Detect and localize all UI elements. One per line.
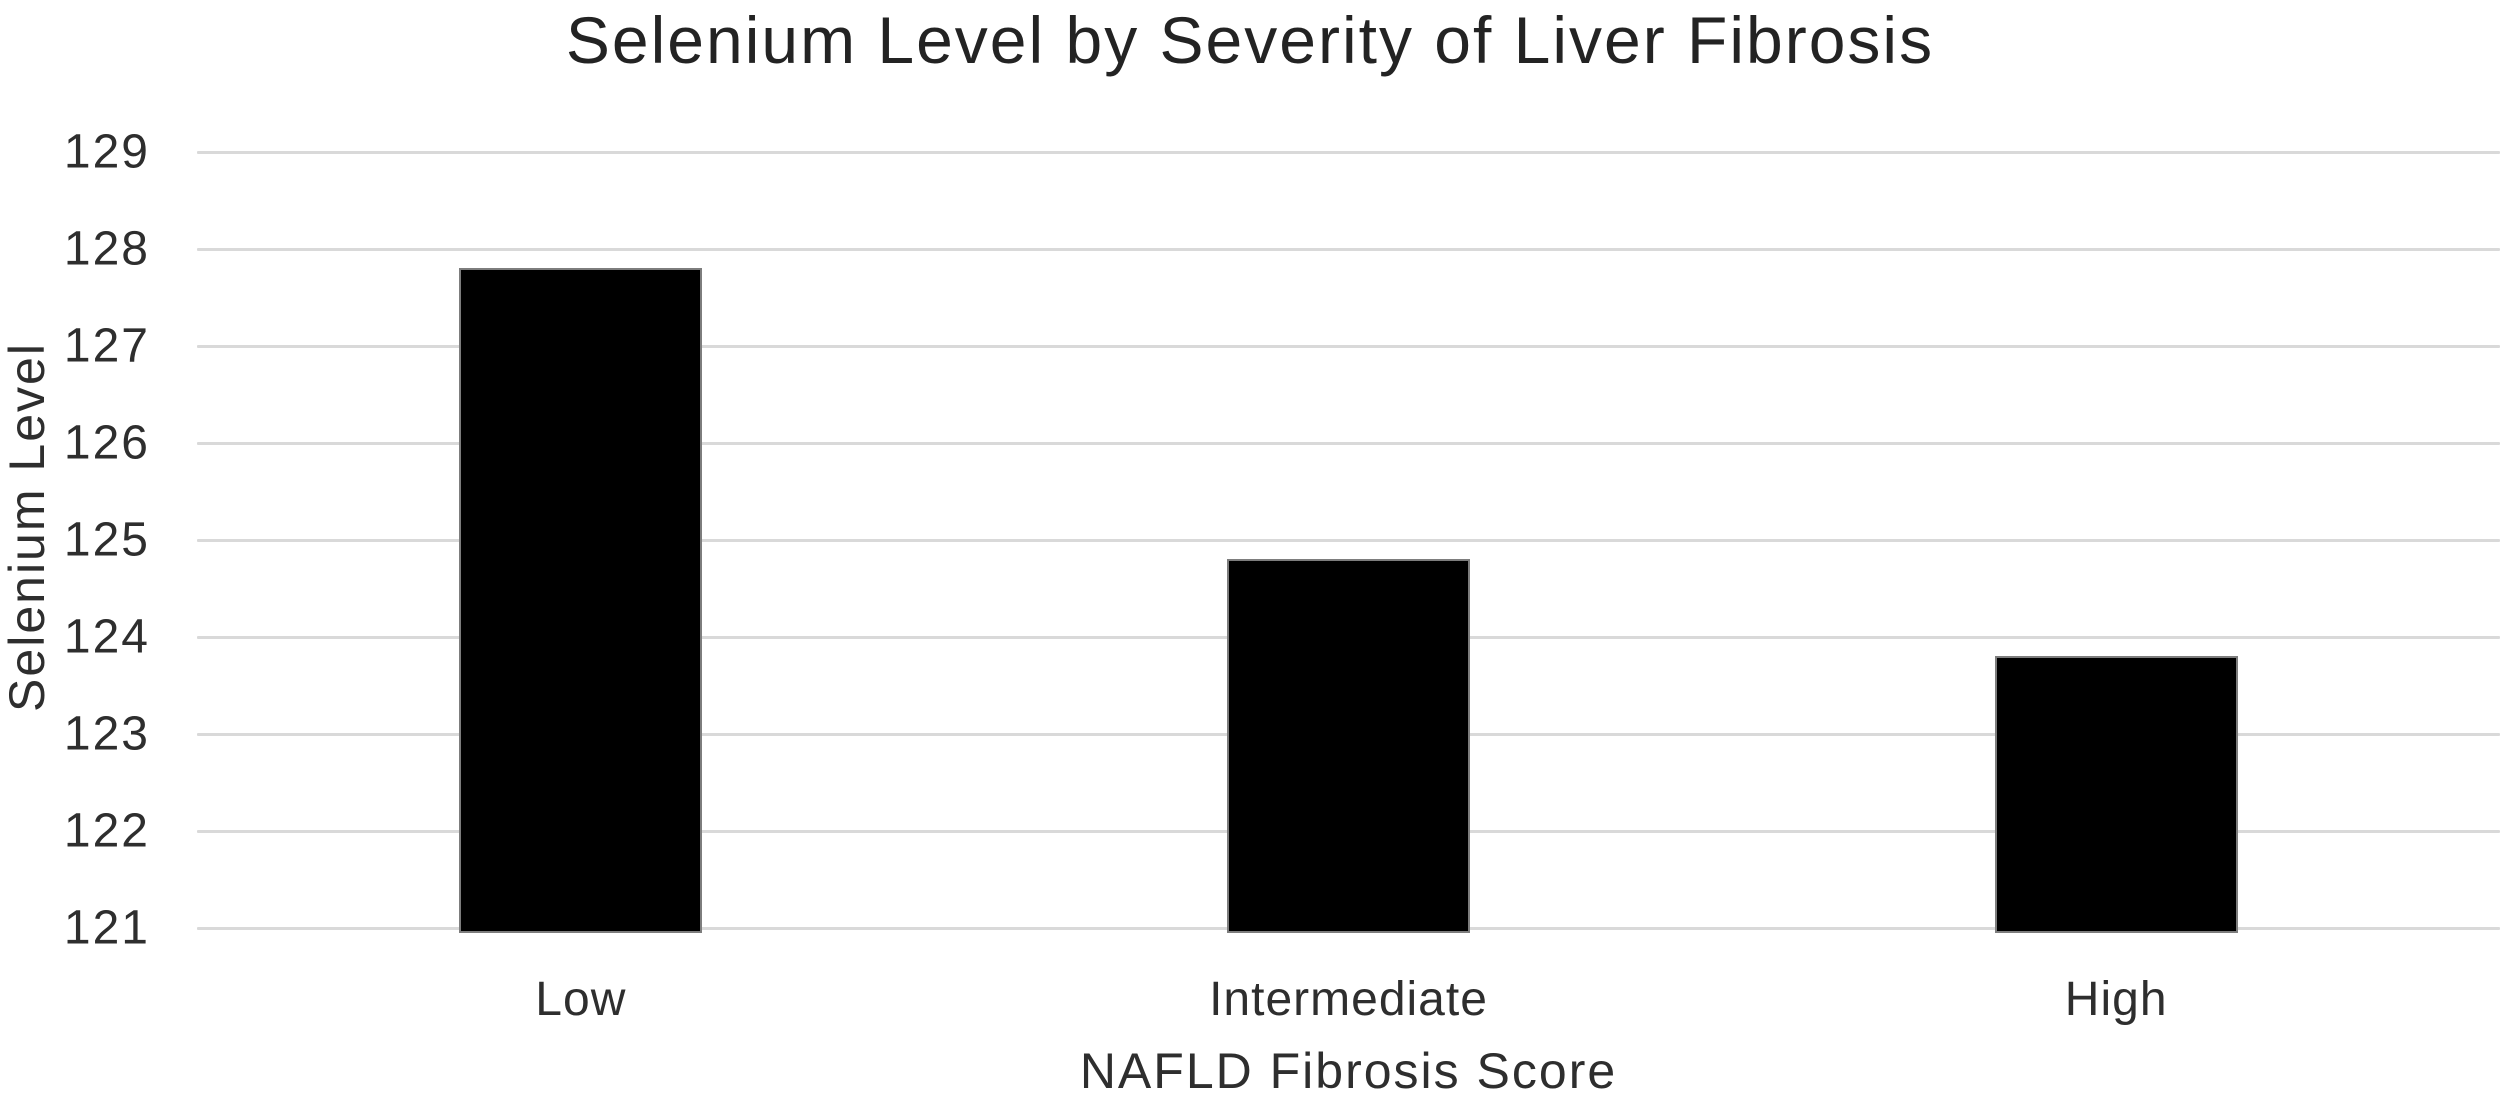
gridline-y-128: [197, 247, 2500, 251]
y-tick-label: 127: [63, 319, 150, 373]
y-tick-label: 123: [63, 707, 150, 761]
gridline-y-125: [197, 538, 2500, 542]
y-tick-label: 129: [63, 125, 150, 179]
gridline-y-129: [197, 150, 2500, 154]
chart-title: Selenium Level by Severity of Liver Fibr…: [565, 3, 1935, 77]
x-category-label-low: Low: [535, 973, 627, 1026]
x-category-labels: Low Intermediate High: [197, 972, 2500, 1032]
gridline-y-127: [197, 344, 2500, 348]
x-category-label-high: High: [2064, 973, 2168, 1026]
bar-high: [1994, 656, 2238, 933]
y-axis-tick-labels: 121 122 123 124 125 126 127 128 129: [0, 126, 150, 955]
x-category-label-intermediate: Intermediate: [1209, 973, 1488, 1026]
plot-area: [197, 150, 2500, 933]
x-axis-title: NAFLD Fibrosis Score: [1079, 1043, 1618, 1099]
y-tick-label: 126: [63, 416, 150, 470]
gridline-y-126: [197, 441, 2500, 445]
y-tick-label: 124: [63, 610, 150, 664]
y-tick-label: 125: [63, 513, 150, 567]
bar-intermediate: [1227, 559, 1470, 933]
y-tick-label: 122: [63, 804, 150, 858]
y-tick-label: 121: [63, 901, 150, 955]
bar-low: [459, 268, 703, 933]
y-tick-label: 128: [63, 222, 150, 276]
